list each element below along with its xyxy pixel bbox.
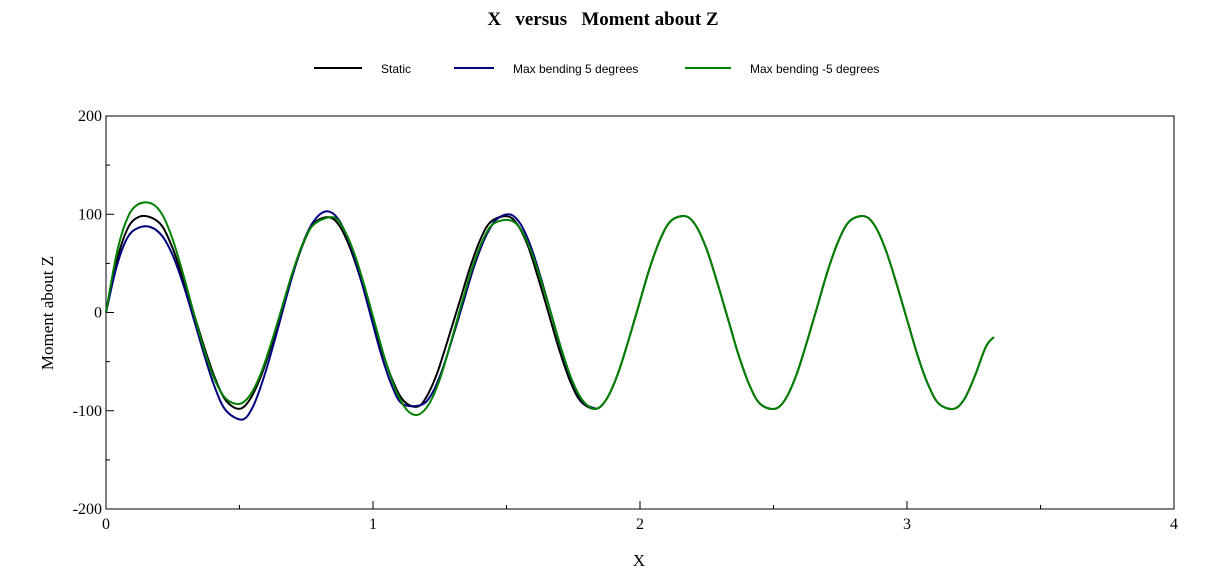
- chart-title: X versus Moment about Z: [487, 9, 718, 30]
- x-tick-label: 1: [369, 516, 377, 533]
- legend-label: Static: [381, 62, 411, 76]
- x-tick-label: 2: [636, 516, 644, 533]
- y-tick-label: -200: [73, 501, 102, 518]
- x-tick-label: 0: [102, 516, 110, 533]
- y-axis: -200 -100 0 100 200: [73, 108, 114, 518]
- legend-item: Max bending 5 degrees: [454, 62, 638, 76]
- series-layer: [105, 201, 995, 421]
- y-tick-label: 200: [78, 108, 102, 125]
- plot-area: [105, 115, 1175, 510]
- legend-item: Max bending -5 degrees: [685, 62, 879, 76]
- legend-label: Max bending -5 degrees: [750, 62, 879, 76]
- y-axis-label: Moment about Z: [38, 256, 57, 370]
- x-axis-label: X: [633, 551, 645, 570]
- y-tick-label: -100: [73, 403, 102, 420]
- x-tick-label: 3: [903, 516, 911, 533]
- legend-label: Max bending 5 degrees: [513, 62, 638, 76]
- x-axis: 0 1 2 3 4: [102, 501, 1178, 533]
- y-tick-label: 100: [78, 206, 102, 223]
- series-line-max-bending-5-degrees: [105, 201, 995, 417]
- y-tick-label: 0: [94, 305, 102, 322]
- x-tick-label: 4: [1170, 516, 1178, 533]
- legend: Static Max bending 5 degrees Max bending -…: [314, 62, 879, 76]
- legend-item: Static: [314, 62, 411, 76]
